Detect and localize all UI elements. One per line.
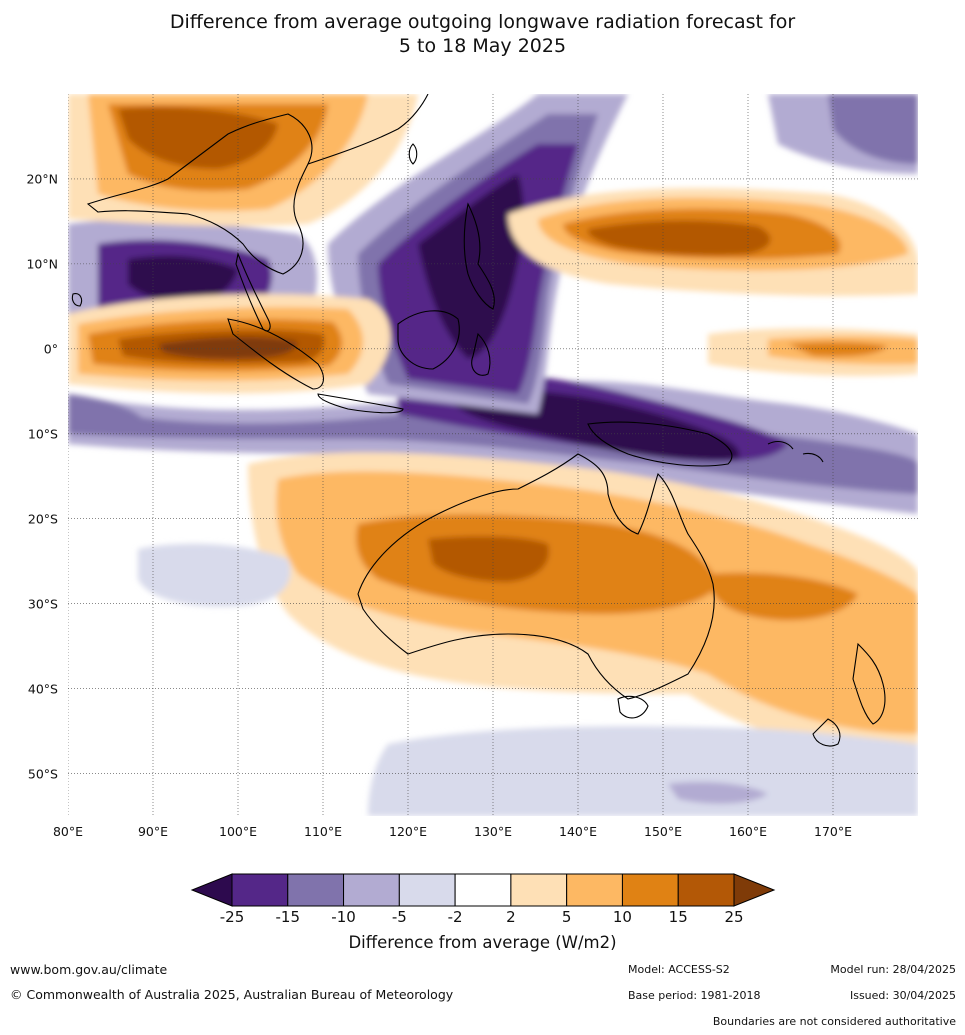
anomaly-zone--15_-10	[68, 394, 148, 433]
colorbar-tick-label: 2	[506, 908, 516, 926]
longitude-label: 150°E	[643, 824, 683, 839]
colorbar-segment	[566, 873, 623, 907]
new-guinea-coastline	[587, 421, 733, 467]
taiwan-coastline	[408, 143, 418, 165]
colorbar-segment	[677, 873, 735, 907]
footer-model-run: Model run: 28/04/2025	[830, 963, 956, 976]
title-line-2: 5 to 18 May 2025	[398, 35, 567, 57]
colorbar-segment	[343, 873, 400, 907]
solomon-islands-coastline	[767, 440, 824, 463]
sri-lanka-coastline	[71, 293, 83, 307]
anomaly-zone-le_-25	[128, 255, 238, 302]
latitude-label: 20°S	[27, 511, 58, 527]
colorbar-low-extend	[190, 873, 233, 907]
longitude-label: 170°E	[813, 824, 853, 839]
colorbar-tick-label: -2	[447, 908, 463, 926]
new-zealand-coastline	[812, 642, 886, 747]
colorbar-segment	[398, 873, 456, 907]
anomaly-zone--15_-10	[828, 94, 918, 164]
colorbar	[190, 873, 776, 907]
latitude-label: 50°S	[27, 766, 58, 782]
colorbar-tick-label: 25	[724, 908, 744, 926]
java-coastline	[317, 393, 404, 414]
philippines-coastline	[463, 202, 495, 310]
anomaly-zone--5_-2	[368, 726, 918, 816]
colorbar-tick-label: 5	[561, 908, 572, 926]
anomaly-field	[68, 94, 918, 816]
latitude-label: 0°	[43, 341, 58, 357]
longitude-label: 100°E	[218, 824, 258, 839]
anomaly-zone-15_25	[428, 536, 549, 582]
colorbar-tick-label: -10	[331, 908, 356, 926]
anomaly-zone--5_-2	[138, 543, 291, 607]
sulawesi-coastline	[471, 332, 491, 376]
colorbar-segment	[231, 873, 289, 907]
latitude-label: 30°S	[27, 596, 58, 612]
anomaly-map	[68, 94, 918, 816]
anomaly-zone-10_15	[788, 341, 888, 357]
colorbar-segment	[621, 873, 679, 907]
longitude-label: 80°E	[52, 824, 84, 839]
anomaly-zone-ge_25	[158, 336, 298, 359]
longitude-label: 160°E	[728, 824, 768, 839]
longitude-label: 90°E	[137, 824, 169, 839]
colorbar-tick-label: 15	[668, 908, 688, 926]
footer-model: Model: ACCESS-S2	[628, 963, 730, 976]
colorbar-high-extend	[733, 873, 776, 907]
footer-copyright: © Commonwealth of Australia 2025, Austra…	[10, 987, 454, 1002]
graticule	[68, 94, 918, 816]
anomaly-zone-le_-25	[418, 174, 524, 359]
latitude-label: 40°S	[27, 681, 58, 697]
longitude-label: 120°E	[388, 824, 428, 839]
anomaly-zone-15_25	[587, 220, 771, 256]
footer-base-period: Base period: 1981-2018	[628, 989, 761, 1002]
footer-disclaimer: Boundaries are not considered authoritat…	[712, 1015, 956, 1028]
colorbar-segment	[510, 873, 568, 907]
latitude-label: 20°N	[26, 171, 58, 187]
colorbar-tick-label: -15	[275, 908, 301, 926]
tasmania-coastline	[617, 695, 649, 719]
colorbar-title: Difference from average (W/m2)	[348, 933, 617, 952]
latitude-label: 10°S	[27, 426, 58, 442]
footer-issued: Issued: 30/04/2025	[849, 989, 956, 1002]
anomaly-zone--10_-5	[668, 782, 768, 804]
sumatra-coastline	[227, 318, 324, 390]
title-line-1: Difference from average outgoing longwav…	[169, 11, 796, 33]
colorbar-tick-label: -25	[219, 908, 245, 926]
longitude-label: 140°E	[558, 824, 598, 839]
malay-peninsula-coastline	[235, 252, 271, 332]
indochina-coastline	[86, 113, 313, 275]
latitude-label: 10°N	[26, 256, 58, 272]
australia-coastline	[357, 453, 715, 700]
coastlines	[71, 94, 886, 747]
longitude-label: 110°E	[303, 824, 343, 839]
footer-url: www.bom.gov.au/climate	[10, 962, 168, 977]
colorbar-tick-label: 10	[612, 908, 632, 926]
colorbar-segment	[454, 873, 512, 907]
chart-title: Difference from average outgoing longwav…	[0, 10, 965, 58]
map-panel	[68, 94, 918, 816]
anomaly-zone-10_15	[708, 572, 858, 621]
colorbar-tick-label: -5	[391, 908, 407, 926]
anomaly-zone-15_25	[118, 107, 278, 169]
longitude-label: 130°E	[473, 824, 513, 839]
colorbar-segment	[287, 873, 345, 907]
borneo-coastline	[397, 310, 460, 370]
china-coastline	[307, 94, 429, 165]
